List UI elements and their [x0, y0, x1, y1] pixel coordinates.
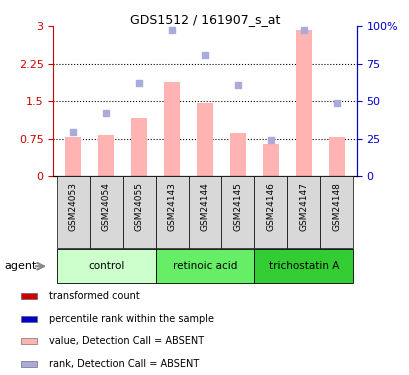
Text: trichostatin A: trichostatin A	[268, 261, 338, 271]
Bar	[229, 133, 246, 176]
Bar	[130, 118, 147, 176]
Point	[135, 80, 142, 86]
Bar	[254, 176, 287, 248]
Bar	[65, 137, 81, 176]
Text: GSM24054: GSM24054	[101, 182, 110, 231]
Point	[169, 27, 175, 33]
Bar	[20, 361, 37, 367]
Bar	[155, 249, 254, 283]
Bar	[56, 249, 155, 283]
Point	[70, 129, 76, 135]
Text: control: control	[88, 261, 124, 271]
Point	[300, 27, 306, 33]
Bar	[287, 176, 320, 248]
Bar	[196, 103, 213, 176]
Text: GSM24147: GSM24147	[299, 182, 308, 231]
Bar	[295, 30, 311, 176]
Bar	[20, 293, 37, 299]
Text: transformed count: transformed count	[49, 291, 139, 301]
Bar	[262, 144, 279, 176]
Bar	[98, 135, 114, 176]
Text: GSM24144: GSM24144	[200, 182, 209, 231]
Bar	[254, 249, 353, 283]
Bar	[20, 338, 37, 344]
Point	[201, 52, 208, 58]
Text: GSM24055: GSM24055	[134, 182, 143, 231]
Bar	[20, 316, 37, 322]
Text: GSM24146: GSM24146	[266, 182, 275, 231]
Text: percentile rank within the sample: percentile rank within the sample	[49, 314, 213, 324]
Text: GSM24053: GSM24053	[68, 182, 77, 231]
Point	[333, 100, 339, 106]
Text: agent: agent	[4, 261, 36, 271]
Bar	[56, 176, 89, 248]
Bar	[122, 176, 155, 248]
Text: value, Detection Call = ABSENT: value, Detection Call = ABSENT	[49, 336, 204, 346]
Bar	[89, 176, 122, 248]
Bar	[221, 176, 254, 248]
Bar	[188, 176, 221, 248]
Bar	[163, 82, 180, 176]
Text: GDS1512 / 161907_s_at: GDS1512 / 161907_s_at	[130, 13, 279, 26]
Bar	[155, 176, 188, 248]
Text: rank, Detection Call = ABSENT: rank, Detection Call = ABSENT	[49, 359, 199, 369]
Point	[103, 110, 109, 116]
Text: GSM24148: GSM24148	[332, 182, 341, 231]
Bar	[328, 137, 344, 176]
Point	[267, 137, 274, 143]
Text: GSM24145: GSM24145	[233, 182, 242, 231]
Point	[234, 82, 240, 88]
Text: GSM24143: GSM24143	[167, 182, 176, 231]
Text: retinoic acid: retinoic acid	[172, 261, 237, 271]
Bar	[320, 176, 353, 248]
